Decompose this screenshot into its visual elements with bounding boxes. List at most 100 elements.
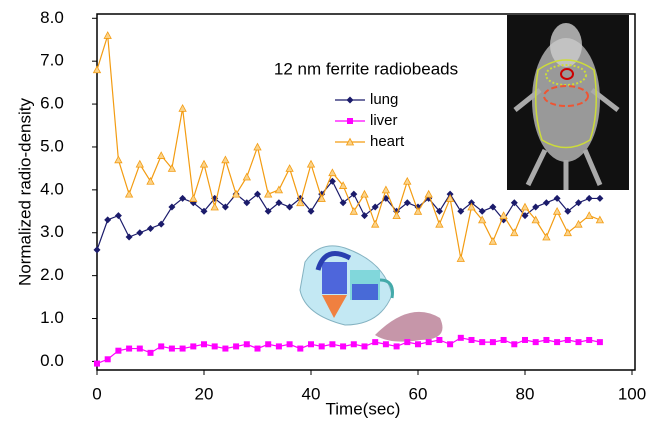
point [595,215,605,224]
point [221,203,229,211]
point [136,229,144,237]
point [554,339,561,346]
x-tick-label: 100 [618,384,646,403]
point [499,211,508,219]
point [265,341,272,348]
point [179,345,186,352]
point [564,207,572,215]
point [103,31,112,39]
point [168,345,175,352]
point [435,207,443,215]
point [297,345,304,352]
point [199,159,209,168]
point [468,336,475,343]
point [510,228,519,237]
point [479,339,486,346]
legend-label: lung [370,91,398,108]
point [521,212,529,220]
legend-marker [345,137,355,146]
legend-label: liver [370,112,398,129]
point [542,199,550,207]
series-line [96,35,601,259]
point [328,177,336,185]
point [92,65,102,74]
point [511,341,518,348]
point [189,194,198,202]
point [285,164,294,172]
point [306,159,316,168]
point [522,336,528,343]
point [317,194,326,202]
point [543,336,550,343]
y-tick-label: 0.0 [40,351,64,370]
point [126,345,133,352]
point [114,155,123,164]
inset-image [507,15,629,190]
y-tick-label: 7.0 [40,51,64,70]
point [500,336,507,343]
point [275,343,282,350]
point [563,228,572,237]
point [403,176,412,185]
point [531,215,540,224]
point [104,356,111,363]
point [404,339,411,346]
y-tick-label: 3.0 [40,222,64,241]
point [254,190,261,198]
point [425,339,432,346]
point [488,236,498,245]
point [136,345,143,352]
legend-label: heart [370,133,405,150]
point [564,336,571,343]
point [381,185,391,194]
point [520,202,530,211]
point [135,159,144,168]
point [339,199,347,207]
point [125,233,133,241]
point [532,339,539,346]
point [467,202,476,211]
y-tick-label: 6.0 [40,94,64,113]
point [253,142,262,151]
point [286,203,294,211]
point [575,199,582,207]
point [447,341,454,348]
point [382,341,389,348]
point [361,212,368,220]
point [329,341,336,348]
point [552,206,562,215]
point [296,198,305,207]
point [264,189,273,198]
point [340,343,347,350]
point [104,216,112,224]
point [264,207,272,215]
point [94,360,100,367]
point [328,168,337,177]
point [542,232,551,241]
point [586,336,593,343]
point [168,203,176,211]
x-tick-label: 40 [302,384,321,403]
point [254,345,261,352]
x-tick-label: 60 [409,384,428,403]
point [211,343,218,350]
point [392,211,401,219]
schematic [299,245,443,342]
point [158,343,165,350]
point [435,219,444,228]
y-tick-label: 2.0 [40,265,64,284]
point [243,199,251,207]
point [190,343,197,350]
point [510,199,518,207]
point [221,155,230,164]
point [200,207,208,215]
point [457,207,465,215]
series [92,31,605,262]
chart-title: 12 nm ferrite radiobeads [274,59,458,78]
point [233,343,240,350]
point [147,349,154,356]
x-tick-label: 80 [516,384,535,403]
point [575,339,582,346]
x-axis-label: Time(sec) [326,399,401,418]
point [115,347,122,354]
